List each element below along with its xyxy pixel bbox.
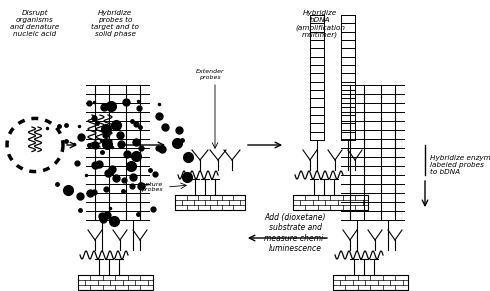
Text: Hybridize
probes to
target and to
solid phase: Hybridize probes to target and to solid … xyxy=(91,10,139,37)
Text: Hybridize
bDNA
(amplification
multimer): Hybridize bDNA (amplification multimer) xyxy=(295,10,345,38)
Text: Add (dioxetane)
substrate and
measure chemi-
luminescence: Add (dioxetane) substrate and measure ch… xyxy=(264,213,326,253)
Bar xyxy=(77,275,152,290)
Bar xyxy=(333,275,408,290)
Text: Capture
probes: Capture probes xyxy=(138,182,163,192)
Bar xyxy=(175,195,245,210)
Text: Hybridize enzyme
labeled probes
to bDNA: Hybridize enzyme labeled probes to bDNA xyxy=(430,155,490,175)
Bar xyxy=(293,195,368,210)
Text: Extender
probes: Extender probes xyxy=(196,69,224,80)
Text: Disrupt
organisms
and denature
nucleic acid: Disrupt organisms and denature nucleic a… xyxy=(10,10,60,37)
